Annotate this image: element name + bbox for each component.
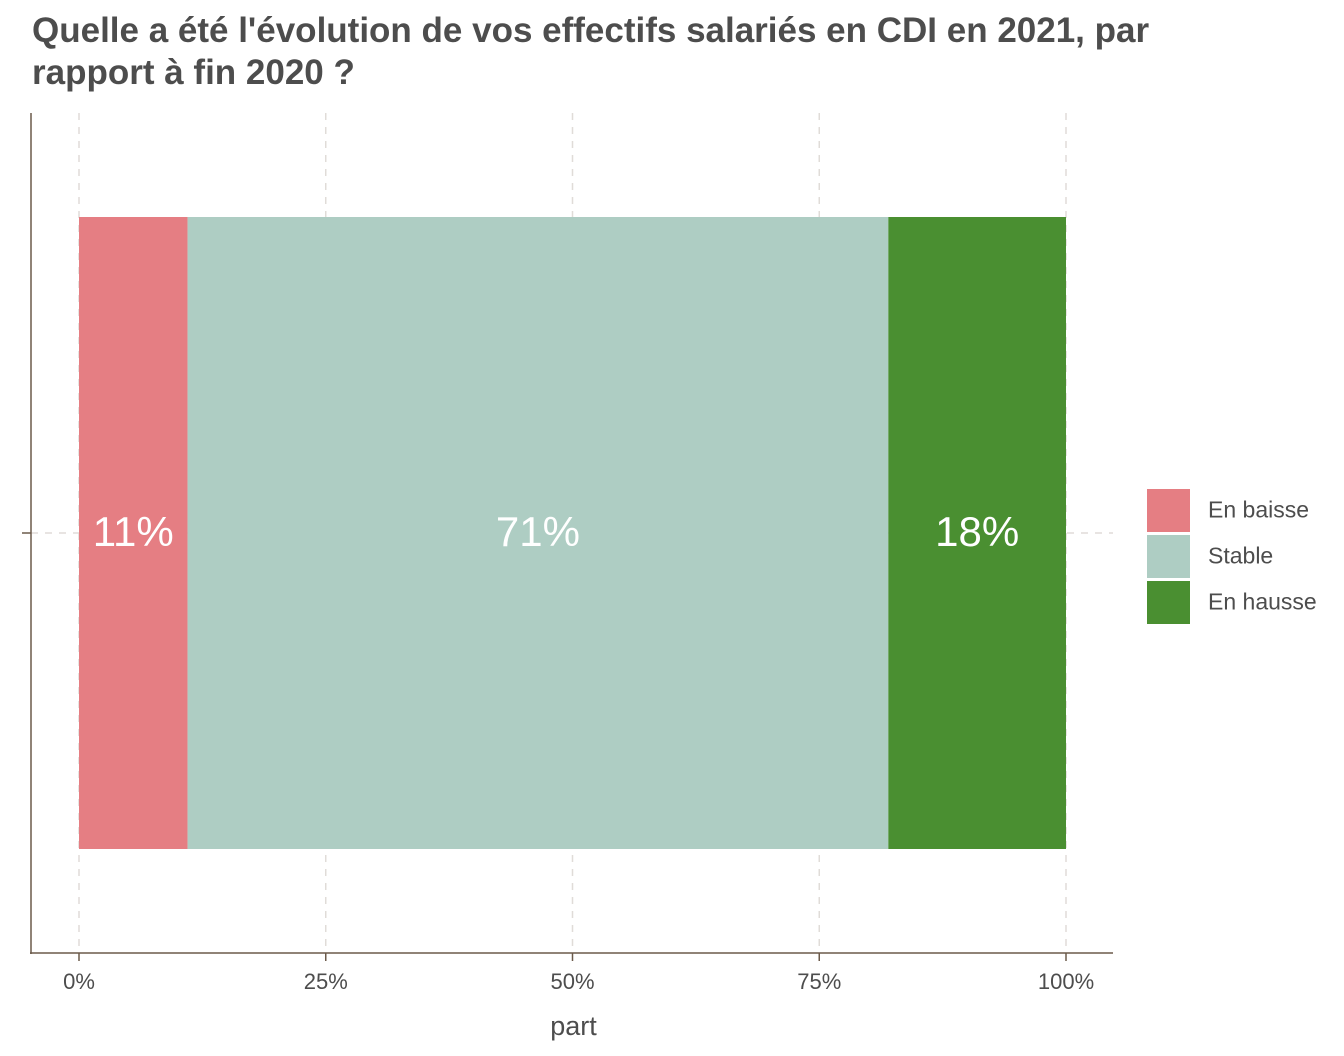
- x-axis-title: part: [550, 1011, 597, 1041]
- axes: 0% 25% 50% 75% 100% part: [22, 113, 1113, 1041]
- x-tick-label-1: 25%: [304, 969, 348, 994]
- bar-label-1: 71%: [496, 508, 580, 555]
- x-tick-label-0: 0%: [63, 969, 95, 994]
- bar-segment-2: [888, 217, 1066, 849]
- x-tick-label-3: 75%: [797, 969, 841, 994]
- chart-title: Quelle a été l'évolution de vos effectif…: [32, 11, 1150, 92]
- legend-key-0: [1147, 489, 1190, 532]
- bar-label-2: 18%: [935, 508, 1019, 555]
- legend-label-1: Stable: [1208, 543, 1273, 569]
- legend: En baisse Stable En hausse: [1147, 489, 1317, 624]
- legend-key-2: [1147, 581, 1190, 624]
- bars: 11% 71% 18%: [79, 217, 1066, 849]
- legend-label-0: En baisse: [1208, 497, 1309, 523]
- legend-label-2: En hausse: [1208, 589, 1317, 615]
- x-tick-label-4: 100%: [1038, 969, 1094, 994]
- legend-key-1: [1147, 535, 1190, 578]
- x-tick-label-2: 50%: [550, 969, 594, 994]
- bar-label-0: 11%: [93, 508, 174, 555]
- bar-segment-0: [79, 217, 188, 849]
- bar-segment-1: [187, 217, 889, 849]
